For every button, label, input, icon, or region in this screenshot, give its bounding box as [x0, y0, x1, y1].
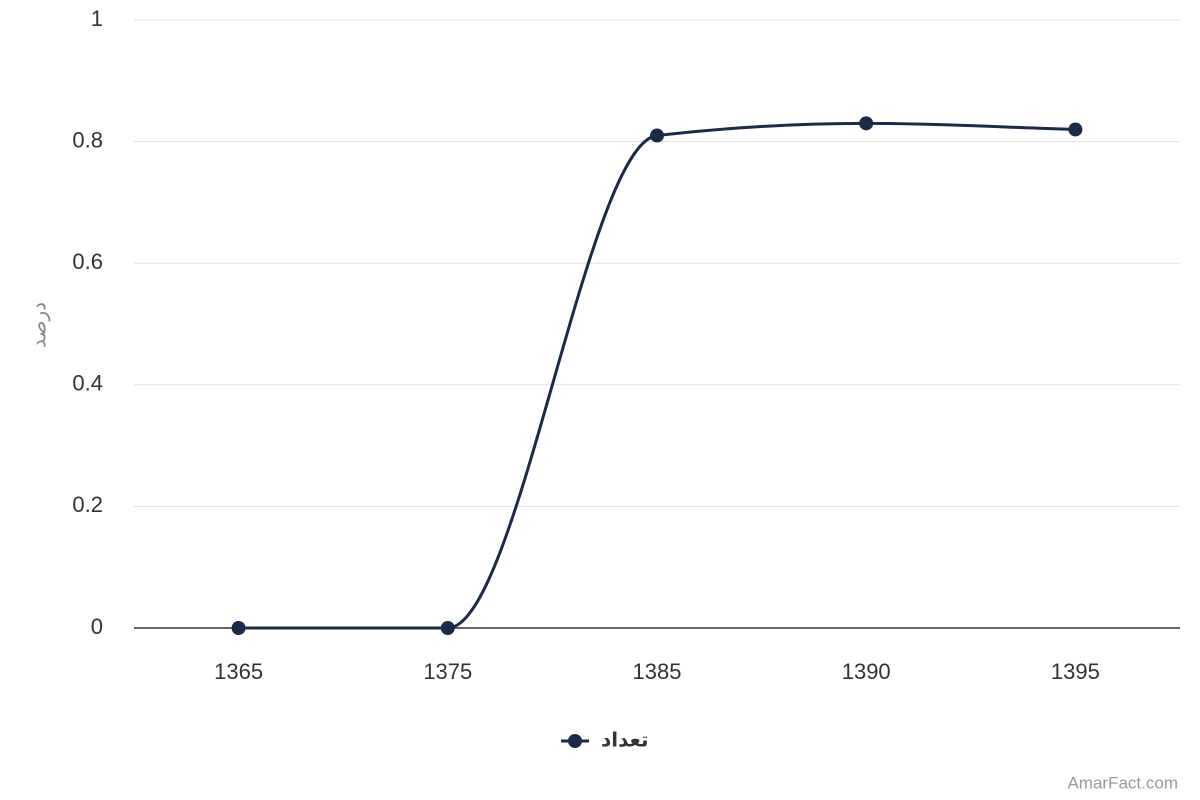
y-tick-label: 0.6 — [72, 249, 103, 274]
x-tick-label: 1365 — [214, 659, 263, 684]
x-tick-label: 1390 — [842, 659, 891, 684]
y-axis-label: درصد — [28, 302, 50, 348]
line — [238, 121, 1076, 630]
y-tick-label: 0.8 — [72, 127, 103, 152]
point — [1068, 122, 1083, 137]
x-tick-label: 1395 — [1051, 659, 1100, 684]
y-tick-label: 0.4 — [72, 371, 103, 396]
credit[interactable]: AmarFact.com — [1067, 773, 1178, 792]
y-tick-label: 0 — [91, 614, 103, 639]
x-tick-label: 1375 — [423, 659, 472, 684]
y-tick-label: 0.2 — [72, 492, 103, 517]
point — [440, 621, 455, 635]
legend-marker — [568, 734, 582, 748]
point — [231, 621, 246, 635]
y-tick-label: 1 — [91, 6, 103, 31]
x-tick-label: 1385 — [633, 659, 682, 684]
legend-label[interactable]: تعداد — [601, 729, 648, 751]
point — [859, 116, 874, 131]
point — [650, 128, 664, 143]
